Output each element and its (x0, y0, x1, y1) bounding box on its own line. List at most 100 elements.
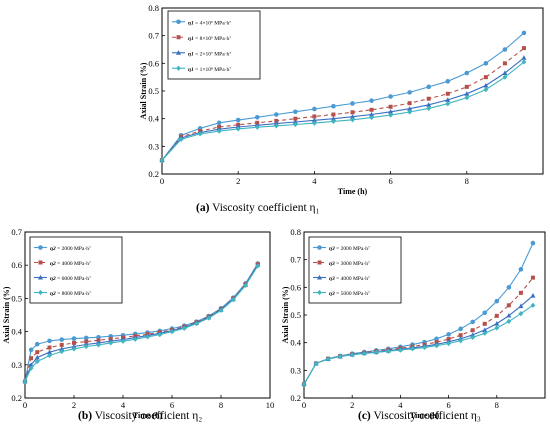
x-tick-label: 0 (23, 400, 27, 410)
data-point (274, 118, 279, 123)
series-4 (159, 59, 527, 163)
data-point (521, 59, 527, 65)
series-line (24, 263, 259, 382)
data-point (235, 117, 241, 123)
data-point (34, 341, 40, 347)
legend-label: η3 = 4000 MPa·h⁷ (329, 276, 370, 282)
data-point (434, 343, 439, 349)
legend-value: = 5000 MPa·h⁷ (335, 291, 370, 297)
data-point (445, 79, 451, 84)
legend-marker (176, 50, 181, 55)
legend-box (167, 10, 261, 80)
x-tick-label: 6 (170, 400, 174, 410)
data-point (407, 106, 413, 111)
legend-label: η1 = 1×10⁸ MPa·h⁷ (188, 67, 231, 73)
data-point (254, 124, 260, 130)
y-tick-label: 0.6 (148, 58, 159, 68)
data-point (502, 74, 508, 80)
chart-b: 0 2 4 6 8 10 0.2 0.3 0.4 0.5 0.6 0.7 Time (h) Axial S… (2, 227, 274, 420)
x-tick-label: 4 (121, 400, 126, 410)
y-axis-label: Axial Strain (%) (281, 286, 290, 343)
x-tick-label: 8 (465, 176, 469, 186)
legend-marker (317, 274, 322, 280)
legend-label: η3 = 5000 MPa·h⁷ (329, 291, 370, 297)
data-point (350, 117, 355, 123)
data-point (350, 114, 355, 119)
legend-label: η1 = 4×10⁶ MPa·h⁷ (188, 20, 231, 26)
data-point (483, 82, 489, 88)
y-tick-label: 0.2 (148, 169, 159, 179)
data-point (216, 128, 222, 134)
y-tick-label: 0.2 (290, 393, 301, 403)
legend-item: η1 = 8×10⁶ MPa·h⁷ (172, 35, 231, 42)
series-line (161, 32, 525, 161)
legend-marker (38, 245, 43, 250)
y-tick-label: 0.8 (290, 227, 301, 237)
data-point (521, 30, 527, 36)
y-tick-label: 0.5 (148, 86, 159, 96)
legend-item: η1 = 1×10⁸ MPa·h⁷ (172, 65, 231, 73)
data-point (35, 350, 40, 355)
data-point (388, 112, 393, 118)
data-point (72, 340, 76, 345)
data-point (311, 117, 317, 123)
data-point (445, 97, 451, 102)
legend-symbol: η2 (50, 246, 56, 252)
caption-b-text: Viscosity coefficient η₂ (94, 410, 203, 422)
data-point (29, 356, 34, 361)
legend-label: η2 = 2000 MPa·h⁷ (50, 246, 91, 252)
data-point (28, 365, 34, 371)
legend-value: = 6000 MPa·h⁷ (56, 276, 91, 282)
legend-item: η3 = 5000 MPa·h⁷ (313, 289, 370, 297)
data-point (194, 321, 199, 327)
legend-marker (176, 65, 181, 71)
legend-symbol: η1 (188, 36, 194, 42)
data-point (388, 109, 394, 114)
legend-item: η2 = 4000 MPa·h⁷ (34, 260, 91, 267)
data-point (483, 87, 489, 93)
legend-item: η3 = 2000 MPa·h⁷ (313, 245, 370, 252)
data-point (331, 103, 336, 109)
legend-marker (176, 35, 181, 40)
data-point (518, 290, 523, 295)
y-tick-label: 0.3 (290, 365, 301, 375)
legend-value: = 2000 MPa·h⁷ (56, 246, 91, 252)
data-point (132, 336, 138, 342)
legend-value: = 4000 MPa·h⁷ (335, 276, 370, 282)
data-point (369, 107, 374, 112)
data-point (59, 342, 64, 347)
data-point (243, 282, 248, 289)
data-point (530, 293, 536, 298)
data-point (506, 312, 512, 318)
data-point (482, 327, 488, 332)
series-line (161, 61, 525, 161)
data-point (494, 320, 500, 326)
data-point (470, 332, 476, 337)
data-point (482, 330, 488, 336)
legend-value: = 8×10⁶ MPa·h⁷ (194, 36, 231, 42)
legend-marker (38, 260, 43, 265)
legend-label: η1 = 2×10⁷ MPa·h⁷ (188, 51, 231, 57)
data-point (230, 297, 236, 303)
data-point (71, 343, 77, 349)
data-point (157, 331, 163, 338)
data-point (458, 326, 463, 332)
data-point (407, 101, 412, 106)
data-point (464, 70, 470, 76)
data-point (422, 344, 427, 350)
data-point (274, 112, 279, 117)
x-tick-label: 4 (312, 176, 317, 186)
data-point (28, 362, 34, 367)
data-point (369, 111, 375, 117)
data-point (506, 285, 512, 290)
x-tick-label: 10 (266, 400, 275, 410)
data-point (350, 110, 355, 115)
data-point (398, 347, 403, 353)
chart-c: 0 2 4 6 8 0.2 0.3 0.4 0.5 0.6 0.7 0.8 Time (h) Axial … (281, 227, 546, 420)
caption-c-text: Viscosity coefficient η₃ (373, 410, 481, 422)
data-point (108, 340, 114, 346)
data-point (470, 319, 476, 325)
legend-symbol: η2 (50, 291, 56, 297)
y-tick-label: 0.4 (11, 327, 22, 337)
data-point (369, 98, 374, 103)
